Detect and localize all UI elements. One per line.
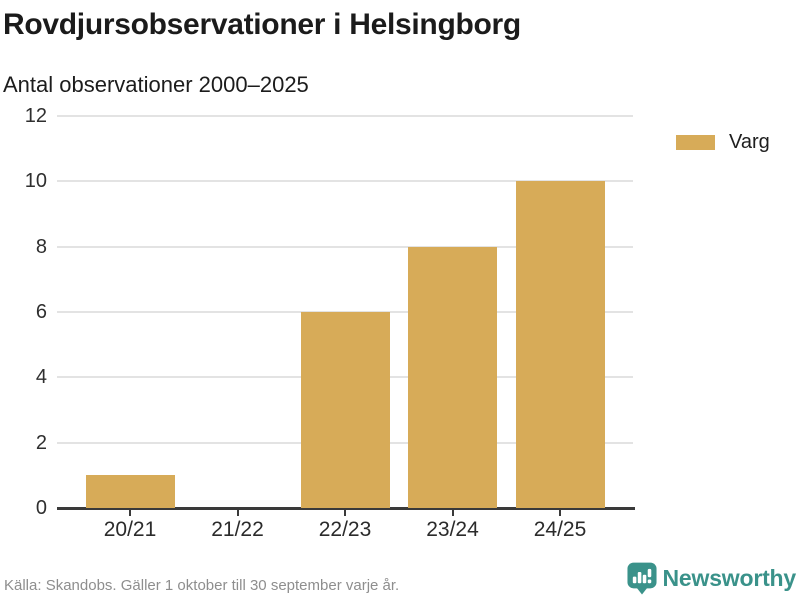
x-tick-20/21 [129, 509, 131, 516]
bar-20/21 [85, 475, 175, 508]
gridline-10 [57, 180, 633, 183]
y-tick-label-12: 12 [24, 105, 47, 127]
source-note: Källa: Skandobs. Gäller 1 oktober till 3… [4, 577, 400, 594]
brand-logo: Newsworthy [626, 562, 797, 595]
x-tick-label-22/23: 22/23 [318, 518, 372, 541]
x-tick-label-23/24: 23/24 [426, 518, 479, 541]
newsworthy-speech-bubble-bar-chart-icon [626, 562, 657, 595]
y-tick-label-10: 10 [24, 170, 47, 193]
bar-23/24 [408, 246, 497, 508]
x-tick-23/24 [451, 509, 454, 516]
bar-22/23 [300, 312, 390, 508]
gridline-12 [57, 115, 633, 117]
x-tick-label-21/22: 21/22 [211, 518, 264, 541]
legend-label-varg: Varg [729, 131, 770, 153]
x-tick-label-24/25: 24/25 [533, 518, 587, 541]
bar-24/25 [515, 181, 605, 508]
y-tick-label-0: 0 [35, 497, 47, 519]
legend-swatch-varg [676, 135, 715, 150]
x-tick-24/25 [559, 509, 561, 516]
chart-title: Rovdjursobservationer i Helsingborg [3, 8, 521, 41]
plot-area [57, 115, 635, 510]
y-tick-label-6: 6 [35, 301, 47, 323]
chart-subtitle: Antal observationer 2000–2025 [3, 72, 309, 97]
x-tick-label-20/21: 20/21 [103, 518, 157, 541]
legend: Varg [676, 131, 770, 154]
x-tick-22/23 [344, 509, 346, 516]
gridline-8 [57, 245, 633, 248]
x-axis-line [57, 507, 635, 510]
brand-name: Newsworthy [662, 565, 797, 591]
y-tick-label-4: 4 [35, 366, 47, 389]
y-tick-label-8: 8 [35, 235, 47, 258]
y-tick-label-2: 2 [35, 431, 47, 454]
x-tick-21/22 [236, 509, 239, 516]
